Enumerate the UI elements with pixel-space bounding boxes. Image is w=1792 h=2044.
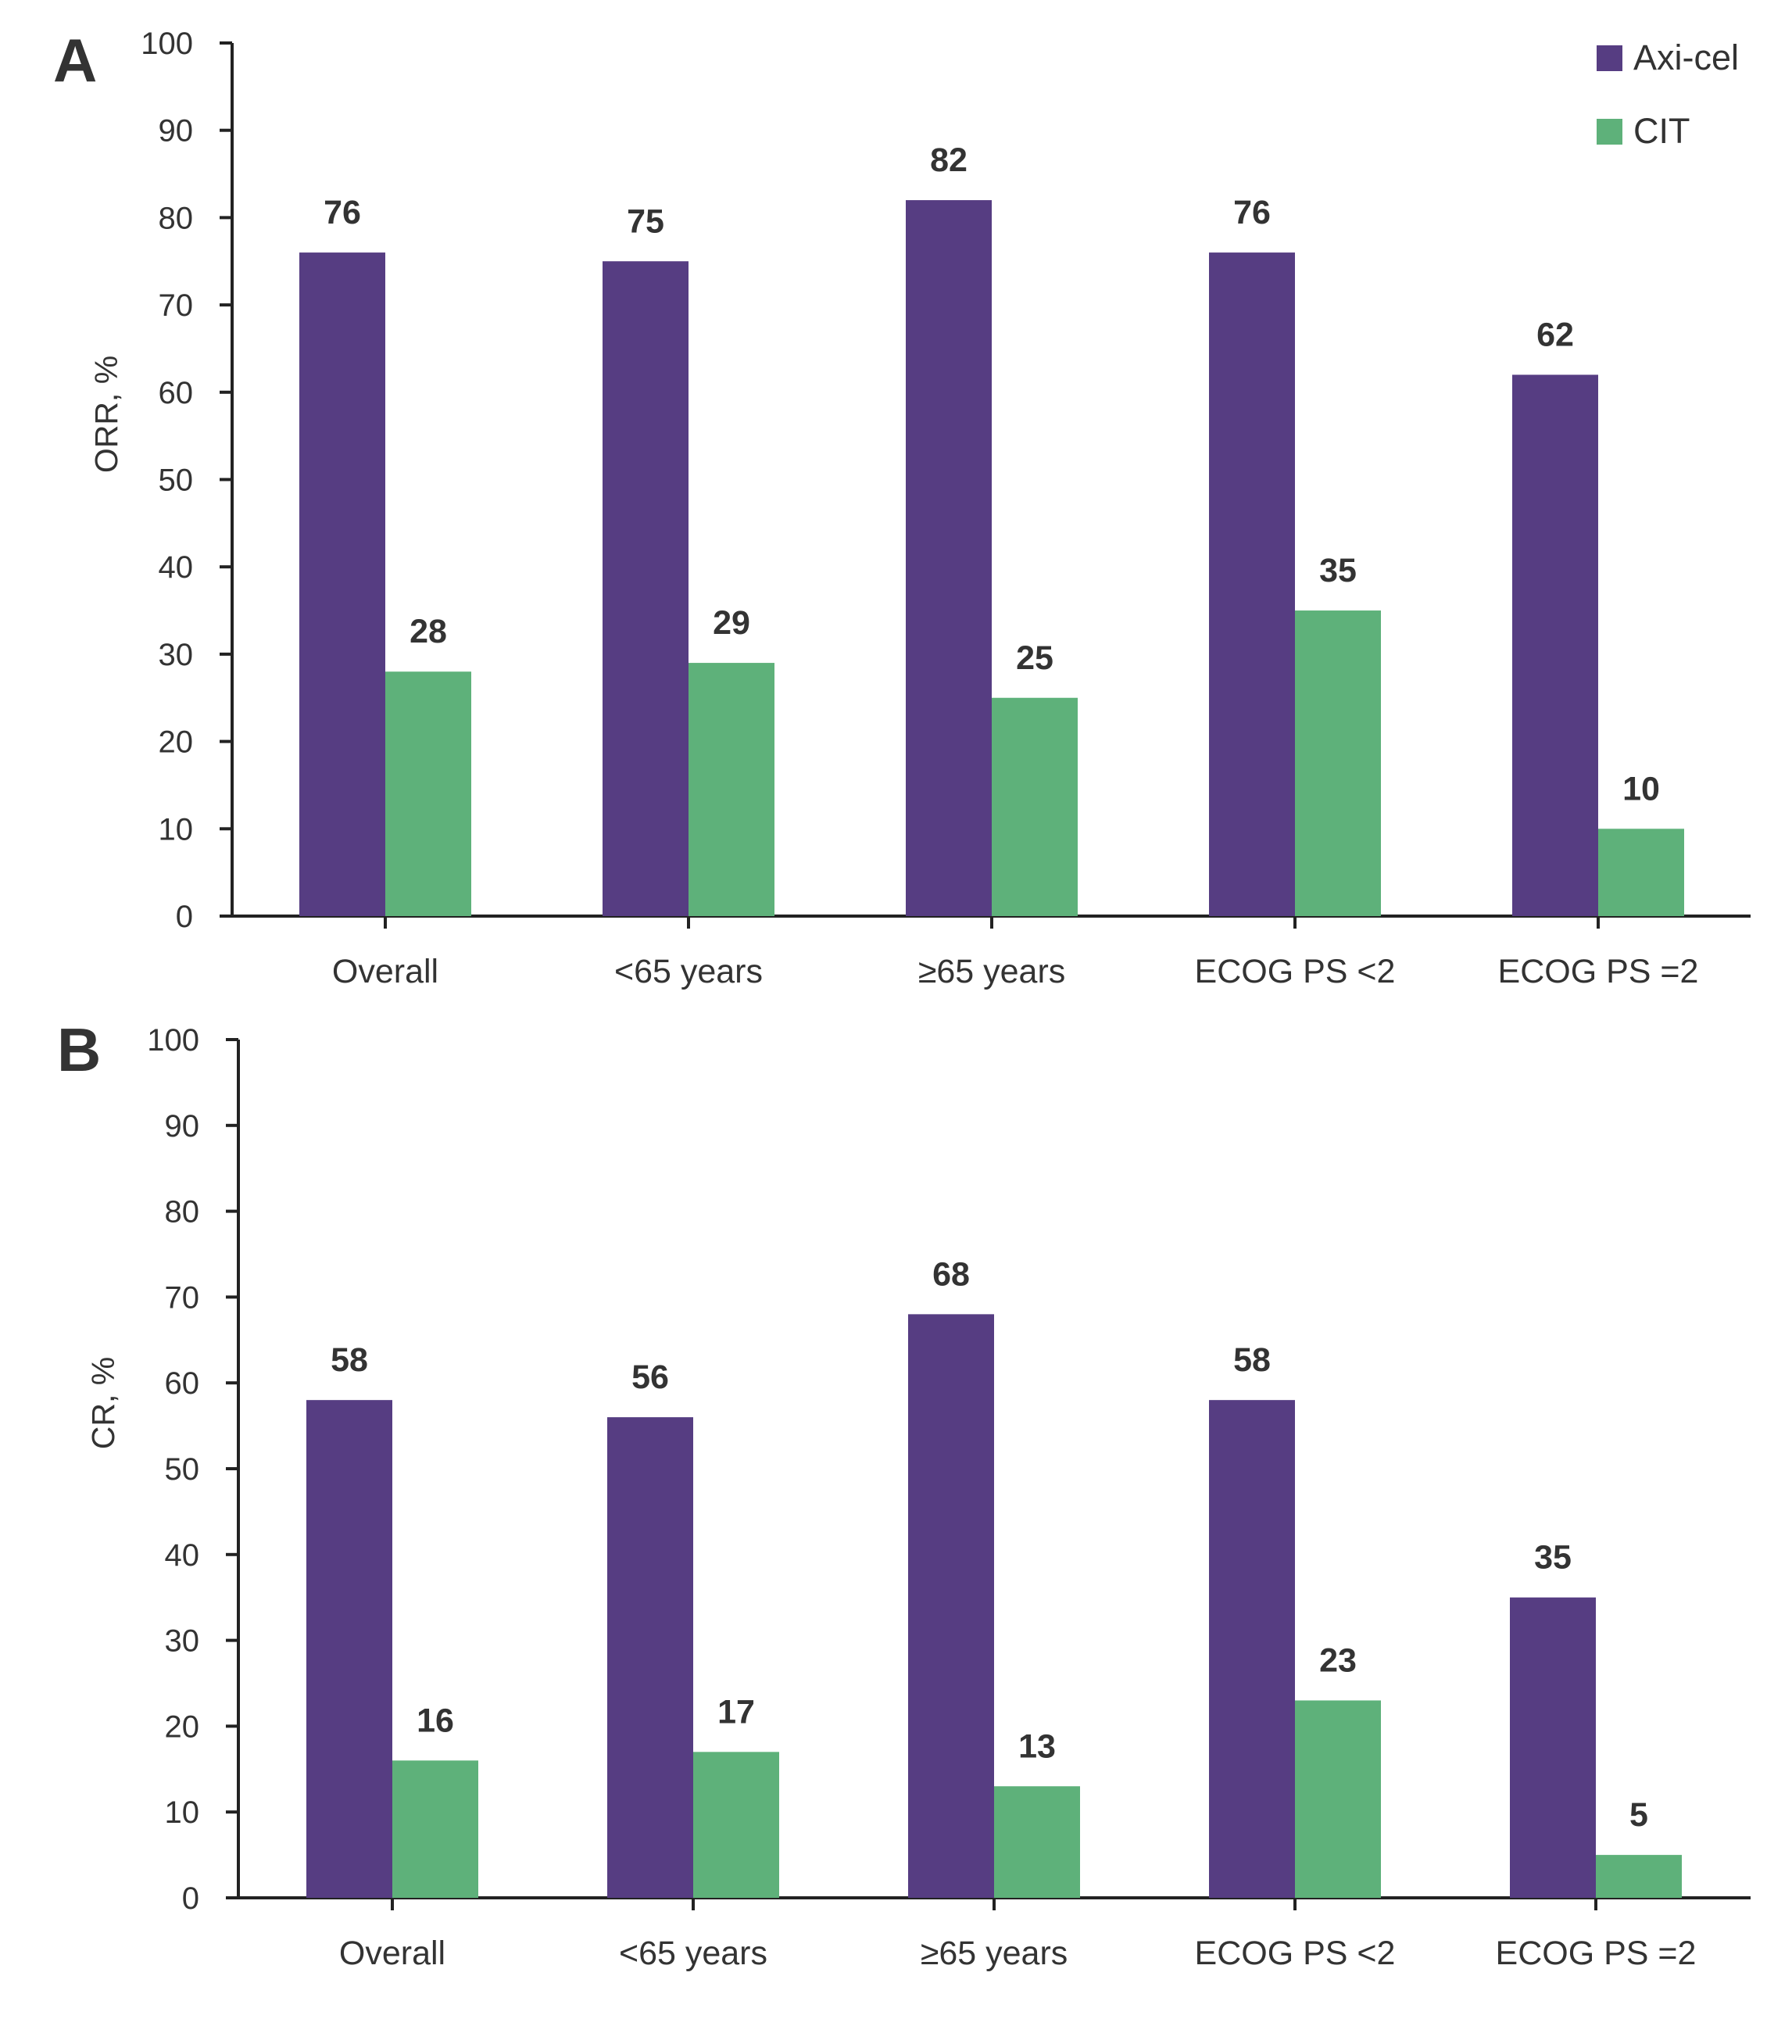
panel-a-y-tick-label: 70: [159, 288, 194, 323]
panel-b-bar-axi-cel: [607, 1417, 693, 1898]
panel-a-value-label: 82: [930, 141, 968, 179]
legend: Axi-cel CIT: [1597, 38, 1739, 151]
panel-b-value-label: 16: [417, 1702, 454, 1739]
panel-a-y-tick-label: 30: [159, 638, 194, 672]
legend-label-cit: CIT: [1633, 111, 1690, 151]
panel-a-chart: A ORR, % Axi-cel CIT 0 10 20 30 40 50 60 70 80 90…: [53, 26, 1751, 990]
legend-label-axi-cel: Axi-cel: [1633, 38, 1739, 77]
panel-b-value-label: 17: [717, 1693, 755, 1731]
panel-a-bar-cit: [1295, 610, 1381, 916]
panel-b-category-label: ECOG PS <2: [1195, 1935, 1396, 1972]
panel-a-bar-axi-cel: [603, 261, 689, 916]
panel-b-bar-cit: [693, 1752, 779, 1898]
panel-b-chart: B CR, % 0 10 20 30 40 50 60 70 80 90 100 58 16 Overal…: [57, 1015, 1751, 1972]
panel-a-category-label: ≥65 years: [918, 953, 1066, 990]
panel-b-y-tick-label: 30: [165, 1624, 200, 1659]
panel-a-value-label: 76: [1233, 194, 1271, 231]
panel-a-bar-axi-cel: [906, 200, 992, 916]
panel-a-category-label: Overall: [332, 953, 438, 990]
panel-a-value-label: 35: [1319, 552, 1357, 589]
panel-b-y-tick-label: 80: [165, 1195, 200, 1230]
panel-b-value-label: 13: [1018, 1727, 1056, 1765]
panel-b-bar-axi-cel: [908, 1314, 994, 1898]
panel-b-y-tick-label: 20: [165, 1709, 200, 1744]
panel-b-value-label: 58: [331, 1341, 368, 1379]
panel-b-y-tick-label: 40: [165, 1538, 200, 1573]
panel-a-category-label: ECOG PS =2: [1498, 953, 1699, 990]
panel-b-category-label: ECOG PS =2: [1496, 1935, 1697, 1972]
panel-a-y-tick-label: 50: [159, 464, 194, 498]
panel-a-bar-cit: [992, 697, 1078, 916]
panel-a-bar-axi-cel: [299, 252, 385, 917]
panel-a-y-tick-label: 0: [176, 900, 193, 934]
panel-b-value-label: 5: [1629, 1796, 1648, 1834]
panel-b-y-tick-label: 90: [165, 1109, 200, 1144]
panel-a-y-tick-label: 10: [159, 812, 194, 847]
panel-a-value-label: 29: [713, 604, 750, 642]
panel-b-y-tick-label: 0: [182, 1881, 199, 1916]
panel-b-bar-cit: [994, 1786, 1080, 1898]
panel-a-y-tick-label: 20: [159, 725, 194, 760]
panel-a-bar-axi-cel: [1512, 374, 1598, 917]
panel-b-y-tick-label: 70: [165, 1280, 200, 1315]
panel-a-category-label: ECOG PS <2: [1195, 953, 1396, 990]
panel-a-y-tick-label: 80: [159, 201, 194, 235]
panel-a-bar-cit: [689, 663, 774, 916]
panel-b-bar-cit: [1596, 1855, 1682, 1898]
panel-b-value-label: 35: [1534, 1539, 1572, 1577]
panel-b-value-label: 68: [932, 1255, 970, 1293]
panel-b-bar-axi-cel: [1209, 1400, 1295, 1898]
panel-b-bar-cit: [1295, 1700, 1381, 1898]
panel-b-value-label: 58: [1233, 1341, 1271, 1379]
panel-b-category-label: ≥65 years: [921, 1935, 1068, 1972]
panel-a-letter: A: [53, 26, 97, 95]
panel-b-y-axis-title: CR, %: [85, 1357, 121, 1449]
panel-a-bar-cit: [1598, 829, 1684, 916]
panel-a-value-label: 75: [627, 202, 664, 240]
panel-a-y-tick-label: 100: [141, 27, 193, 61]
panel-a-y-tick-label: 60: [159, 376, 194, 410]
panel-a-value-label: 76: [324, 194, 361, 231]
panel-a-bar-axi-cel: [1209, 252, 1295, 917]
panel-b-bar-axi-cel: [1510, 1597, 1596, 1898]
panel-b-bar-cit: [392, 1760, 478, 1898]
panel-a-y-tick-label: 90: [159, 114, 194, 149]
panel-a-bar-cit: [385, 671, 471, 916]
panel-b-y-tick-label: 50: [165, 1452, 200, 1487]
panel-a-y-tick-label: 40: [159, 550, 194, 585]
panel-b-category-label: <65 years: [619, 1935, 767, 1972]
panel-b-category-label: Overall: [339, 1935, 445, 1972]
panel-a-value-label: 62: [1536, 316, 1574, 353]
panel-a-y-axis-title: ORR, %: [88, 356, 124, 473]
panel-b-value-label: 56: [631, 1358, 669, 1396]
panel-b-y-tick-label: 60: [165, 1366, 200, 1401]
panel-b-letter: B: [57, 1015, 101, 1084]
panel-b-y-tick-label: 100: [147, 1023, 199, 1058]
panel-b-bar-axi-cel: [306, 1400, 392, 1898]
panel-a-value-label: 25: [1016, 639, 1053, 677]
legend-swatch-cit: [1597, 119, 1622, 145]
panel-a-value-label: 10: [1622, 770, 1660, 807]
panel-a-category-label: <65 years: [614, 953, 763, 990]
panel-a-value-label: 28: [410, 613, 447, 650]
panel-b-value-label: 23: [1319, 1641, 1357, 1679]
legend-swatch-axi-cel: [1597, 45, 1622, 71]
panel-b-y-tick-label: 10: [165, 1795, 200, 1830]
